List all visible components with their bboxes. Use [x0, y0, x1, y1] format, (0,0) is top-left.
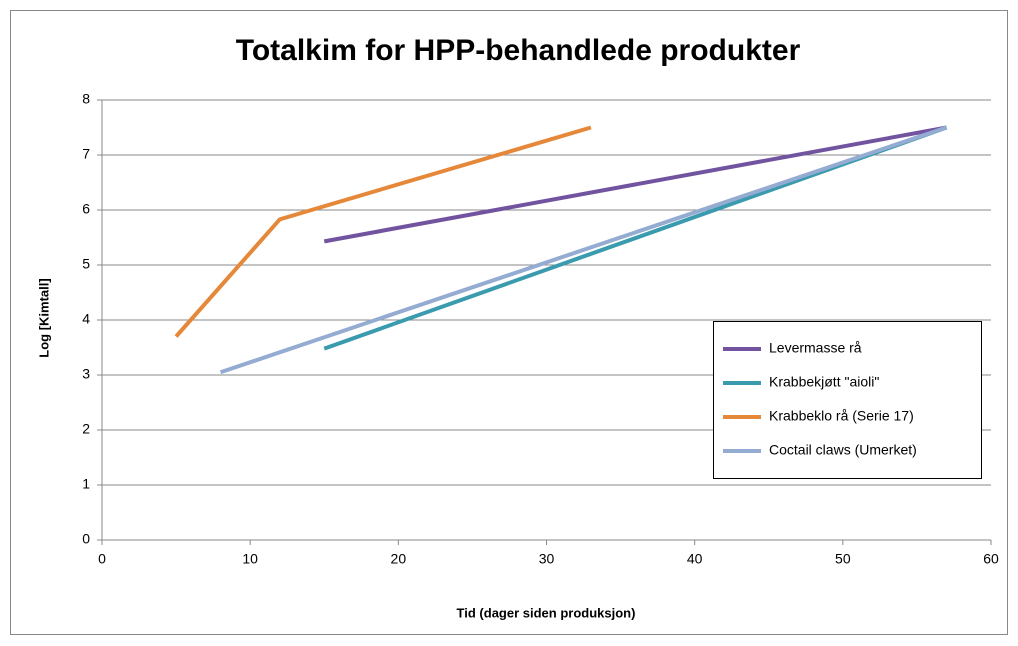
series-line — [323, 125, 947, 244]
x-tick-label: 10 — [242, 551, 258, 567]
y-tick-label: 3 — [82, 366, 90, 382]
chart-title: Totalkim for HPP-behandlede produkter — [236, 34, 801, 67]
y-tick-label: 1 — [82, 476, 90, 492]
y-tick-label: 6 — [82, 201, 90, 217]
y-tick-label: 0 — [82, 531, 90, 547]
x-tick-label: 50 — [835, 551, 851, 567]
x-axis-label: Tid (dager siden produksjon) — [457, 605, 636, 620]
x-tick-label: 60 — [983, 551, 999, 567]
legend-label: Levermasse rå — [769, 340, 862, 356]
y-axis-label: Log [Kimtall] — [36, 278, 51, 357]
y-tick-label: 2 — [82, 421, 90, 437]
series-line — [174, 125, 592, 338]
legend-label: Krabbeklo rå (Serie 17) — [769, 408, 914, 424]
legend-label: Krabbekjøtt "aioli" — [769, 374, 879, 390]
series-line — [219, 125, 948, 375]
y-tick-label: 5 — [82, 256, 90, 272]
x-tick-label: 30 — [539, 551, 555, 567]
x-tick-label: 0 — [98, 551, 106, 567]
y-tick-label: 7 — [82, 146, 90, 162]
y-tick-label: 4 — [82, 311, 90, 327]
x-tick-label: 20 — [391, 551, 407, 567]
x-tick-label: 40 — [687, 551, 703, 567]
legend-label: Coctail claws (Umerket) — [769, 442, 917, 458]
y-tick-label: 8 — [82, 91, 90, 107]
chart-frame — [10, 10, 1008, 635]
